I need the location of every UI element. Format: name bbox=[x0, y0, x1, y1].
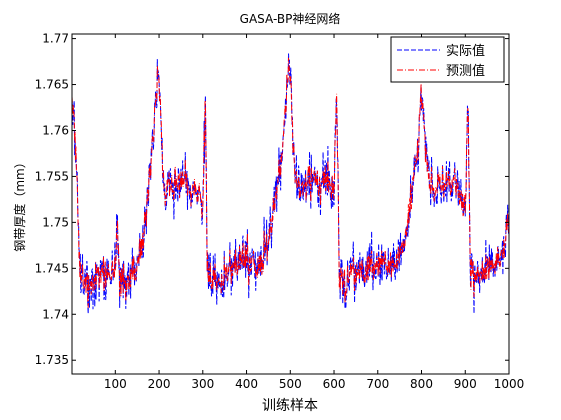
y-tick-label: 1.765 bbox=[35, 78, 69, 92]
legend-label-actual: 实际值 bbox=[446, 43, 485, 59]
legend-box bbox=[390, 36, 505, 83]
y-tick-label: 1.75 bbox=[42, 215, 69, 229]
x-axis-label: 训练样本 bbox=[262, 398, 318, 414]
legend: 实际值 预测值 bbox=[390, 36, 505, 83]
y-tick-label: 1.76 bbox=[42, 123, 69, 137]
plot-area bbox=[72, 53, 509, 314]
legend-label-predicted: 预测值 bbox=[446, 63, 485, 79]
x-axis: 100 200 300 400 500 600 700 800 900 1000 bbox=[104, 34, 524, 391]
x-tick-label: 400 bbox=[235, 377, 258, 391]
series-line-actual bbox=[72, 53, 509, 314]
y-tick-label: 1.74 bbox=[42, 307, 69, 321]
y-axis: 1.735 1.74 1.745 1.75 1.755 1.76 1.765 1.77 bbox=[35, 32, 509, 367]
y-tick-label: 1.745 bbox=[35, 261, 69, 275]
x-tick-label: 100 bbox=[104, 377, 127, 391]
y-tick-label: 1.735 bbox=[35, 353, 69, 367]
y-tick-label: 1.755 bbox=[35, 169, 69, 183]
x-tick-label: 200 bbox=[148, 377, 171, 391]
x-tick-label: 700 bbox=[366, 377, 389, 391]
x-tick-label: 900 bbox=[454, 377, 477, 391]
x-tick-label: 500 bbox=[279, 377, 302, 391]
x-tick-label: 800 bbox=[410, 377, 433, 391]
y-axis-label: 钢带厚度（mm） bbox=[12, 156, 27, 251]
y-tick-label: 1.77 bbox=[42, 32, 69, 46]
chart-title: GASA-BP神经网络 bbox=[240, 11, 341, 26]
x-tick-label: 600 bbox=[323, 377, 346, 391]
x-tick-label: 300 bbox=[191, 377, 214, 391]
series-line-predicted bbox=[72, 57, 509, 308]
x-tick-label: 1000 bbox=[494, 377, 525, 391]
